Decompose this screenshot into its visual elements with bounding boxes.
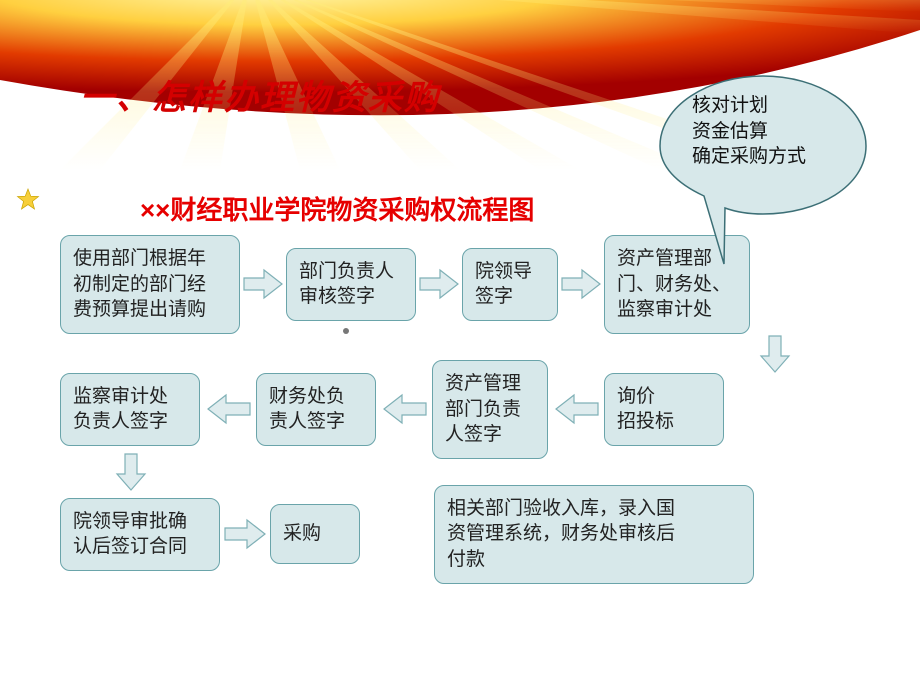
flow-row-2: 监察审计处 负责人签字 财务处负 责人签字 资产管理 部门负责 人签字 询价 招… [60,360,880,459]
arrow-right-icon [558,267,604,301]
node-finance-sign: 财务处负 责人签字 [256,373,376,446]
node-inquiry-bid: 询价 招投标 [604,373,724,446]
arrow-down-icon [758,334,792,374]
node-audit-sign: 监察审计处 负责人签字 [60,373,200,446]
star-icon [16,188,40,212]
node-accept-pay: 相关部门验收入库，录入国 资管理系统，财务处审核后 付款 [434,485,754,584]
arrow-left-icon [548,392,604,426]
bullet-dot [343,328,349,334]
node-dept-sign: 部门负责人 审核签字 [286,248,416,321]
flowchart-title: ××财经职业学院物资采购权流程图 [140,190,534,227]
arrow-down-icon [114,452,148,492]
arrow-left-icon [376,392,432,426]
node-approve-contract: 院领导审批确 认后签订合同 [60,498,220,571]
arrow-left-icon [200,392,256,426]
node-leader-sign: 院领导 签字 [462,248,558,321]
node-request: 使用部门根据年 初制定的部门经 费预算提出请购 [60,235,240,334]
callout-text: 核对计划 资金估算 确定采购方式 [692,93,806,170]
node-asset-mgr-sign: 资产管理 部门负责 人签字 [432,360,548,459]
arrow-right-icon [220,517,270,551]
flowchart-title-text: ××财经职业学院物资采购权流程图 [140,195,534,225]
node-purchase: 采购 [270,504,360,564]
flowchart: 使用部门根据年 初制定的部门经 费预算提出请购 部门负责人 审核签字 院领导 签… [60,235,880,610]
flow-row-3: 院领导审批确 认后签订合同 采购 相关部门验收入库，录入国 资管理系统，财务处审… [60,485,880,584]
arrow-right-icon [416,267,462,301]
arrow-right-icon [240,267,286,301]
section-heading: 一、怎样办理物资采购 [80,70,440,119]
